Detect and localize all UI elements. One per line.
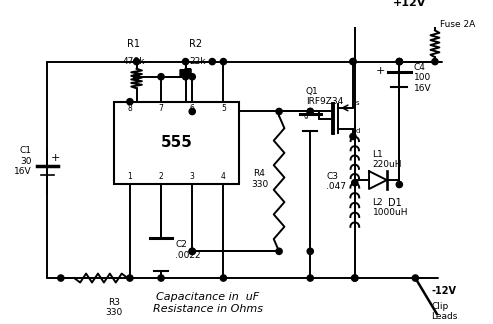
Circle shape xyxy=(350,59,356,65)
Circle shape xyxy=(432,59,438,65)
Text: D1: D1 xyxy=(388,198,402,208)
Circle shape xyxy=(276,248,282,254)
Text: R3
330: R3 330 xyxy=(106,298,123,317)
Text: Q1
IRF9Z34: Q1 IRF9Z34 xyxy=(306,87,343,106)
Text: 8: 8 xyxy=(128,104,132,113)
Text: C2
.0022: C2 .0022 xyxy=(176,240,201,260)
Polygon shape xyxy=(369,171,387,189)
Text: +: + xyxy=(376,65,385,75)
Circle shape xyxy=(396,181,402,188)
Text: +12V: +12V xyxy=(393,0,427,8)
Circle shape xyxy=(307,248,314,254)
Circle shape xyxy=(432,14,438,20)
Text: C4
100
16V: C4 100 16V xyxy=(414,63,431,93)
Circle shape xyxy=(307,108,314,115)
Text: C1
30
16V: C1 30 16V xyxy=(14,146,32,176)
Text: R1: R1 xyxy=(127,39,141,49)
Circle shape xyxy=(396,59,402,65)
Text: +: + xyxy=(51,153,61,163)
Circle shape xyxy=(189,248,195,254)
Circle shape xyxy=(350,133,356,140)
Circle shape xyxy=(158,74,164,80)
Circle shape xyxy=(209,59,215,65)
Circle shape xyxy=(307,108,314,115)
Circle shape xyxy=(352,275,358,281)
Circle shape xyxy=(182,59,189,65)
Text: R2: R2 xyxy=(189,39,202,49)
Text: s: s xyxy=(355,100,359,106)
Circle shape xyxy=(189,248,195,254)
Text: g: g xyxy=(304,113,309,119)
Circle shape xyxy=(396,59,402,65)
Circle shape xyxy=(276,108,282,115)
Text: 22k: 22k xyxy=(189,57,206,66)
Text: 555: 555 xyxy=(161,135,193,150)
Text: 4: 4 xyxy=(221,172,226,181)
Circle shape xyxy=(58,275,64,281)
Circle shape xyxy=(189,108,195,115)
Circle shape xyxy=(350,59,356,65)
Text: R4
330: R4 330 xyxy=(251,169,268,189)
Text: 1: 1 xyxy=(128,172,132,181)
Text: L2
1000uH: L2 1000uH xyxy=(373,198,408,217)
Text: 2: 2 xyxy=(159,172,164,181)
Text: 7: 7 xyxy=(159,104,164,113)
Circle shape xyxy=(352,275,358,281)
Circle shape xyxy=(220,275,226,281)
Circle shape xyxy=(182,74,189,80)
Text: 3: 3 xyxy=(190,172,195,181)
Circle shape xyxy=(396,59,402,65)
Circle shape xyxy=(352,179,358,186)
Circle shape xyxy=(127,98,133,105)
Text: Capacitance in  uF
Resistance in Ohms: Capacitance in uF Resistance in Ohms xyxy=(153,292,263,314)
Text: 6: 6 xyxy=(190,104,195,113)
Circle shape xyxy=(158,275,164,281)
Text: C3
.047: C3 .047 xyxy=(326,172,346,191)
Circle shape xyxy=(220,59,226,65)
Text: d: d xyxy=(355,128,360,133)
Circle shape xyxy=(412,275,419,281)
Circle shape xyxy=(127,275,133,281)
Circle shape xyxy=(189,74,195,80)
Text: 5: 5 xyxy=(221,104,226,113)
Text: 470k: 470k xyxy=(123,57,145,66)
Text: L1
220uH: L1 220uH xyxy=(373,150,402,169)
Bar xyxy=(114,102,239,184)
Circle shape xyxy=(307,275,314,281)
Text: Fuse 2A: Fuse 2A xyxy=(440,20,476,29)
Text: -12V: -12V xyxy=(431,286,457,296)
Text: Clip
Leads: Clip Leads xyxy=(431,302,458,321)
Circle shape xyxy=(134,74,140,80)
Circle shape xyxy=(134,59,140,65)
